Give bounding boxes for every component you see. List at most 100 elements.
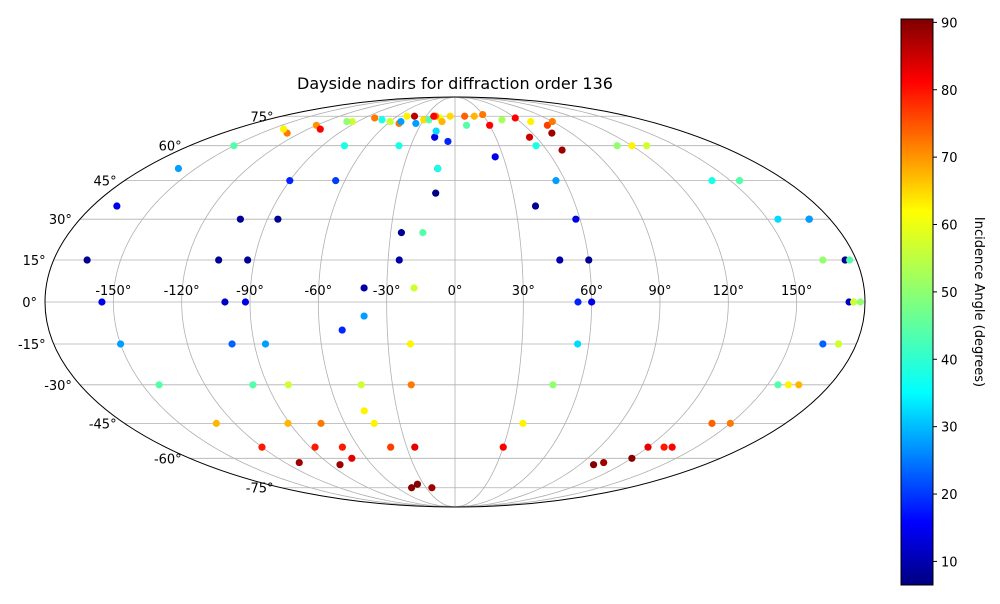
data-point: [532, 142, 540, 150]
data-point: [850, 298, 858, 306]
meridian-gridline: [386, 96, 456, 508]
data-point: [371, 114, 379, 122]
data-point: [574, 340, 582, 348]
data-point: [343, 117, 351, 126]
latitude-tick-label: -45°: [89, 417, 117, 432]
data-point: [348, 117, 356, 126]
data-point: [585, 256, 593, 264]
map-boundary: [44, 96, 866, 508]
data-point: [336, 461, 344, 469]
data-point: [360, 407, 368, 415]
data-point: [386, 117, 394, 126]
data-point: [784, 381, 792, 389]
data-point: [244, 256, 252, 264]
data-point: [819, 256, 827, 264]
data-point: [726, 419, 734, 427]
data-point: [548, 117, 556, 126]
data-point: [370, 419, 378, 427]
data-point: [212, 419, 220, 427]
latitude-tick-label: 75°: [250, 110, 273, 125]
data-point: [444, 137, 452, 146]
data-point: [406, 340, 415, 348]
meridian-gridline: [181, 96, 456, 508]
data-point: [419, 229, 427, 237]
data-point: [498, 116, 506, 124]
data-point: [284, 381, 292, 389]
data-point: [846, 256, 854, 264]
data-point: [589, 461, 598, 469]
data-point: [774, 215, 782, 223]
longitude-tick-labels: -150° -120° -90° -60° -30° 0° 30° 60° 90° 120° 150…: [95, 284, 812, 299]
latitude-tick-label: -30°: [44, 379, 72, 394]
data-point: [274, 215, 282, 223]
colorbar-label: Incidence Angle (degrees): [971, 217, 986, 387]
data-point: [643, 142, 651, 150]
longitude-tick-label: 30°: [512, 284, 535, 299]
data-point: [525, 133, 534, 141]
longitude-tick-label: 60°: [580, 284, 603, 299]
data-point: [856, 298, 865, 306]
data-point: [397, 229, 406, 237]
data-point: [395, 256, 403, 264]
meridian-gridline: [317, 96, 456, 508]
data-point: [316, 125, 324, 133]
latitude-tick-label: 30°: [49, 213, 72, 228]
data-point: [527, 117, 535, 126]
data-point: [462, 121, 471, 129]
data-point: [83, 256, 91, 264]
data-point: [249, 381, 257, 389]
data-point: [286, 177, 294, 185]
data-point: [413, 480, 422, 488]
latitude-tick-label: -60°: [154, 452, 182, 467]
graticule: [45, 96, 865, 508]
colorbar-ticks: 10 20 30 40 50 60 70 80 90: [933, 16, 958, 570]
data-point: [230, 142, 238, 150]
data-point: [548, 129, 556, 137]
data-point: [113, 202, 121, 210]
data-point: [552, 177, 560, 185]
data-point: [360, 284, 368, 292]
data-point: [774, 381, 782, 389]
data-point: [236, 215, 244, 223]
data-points: [83, 110, 865, 492]
data-point: [574, 298, 582, 306]
data-point: [155, 381, 163, 389]
data-point: [708, 177, 716, 185]
data-point: [340, 142, 349, 150]
colorbar: [900, 18, 934, 586]
data-point: [572, 215, 580, 223]
data-point: [420, 116, 428, 124]
data-point: [805, 215, 813, 223]
longitude-tick-label: 150°: [781, 284, 812, 299]
data-point: [543, 121, 552, 129]
data-point: [470, 112, 478, 120]
data-point: [221, 298, 229, 306]
data-point: [628, 142, 636, 150]
data-point: [499, 443, 507, 451]
data-point: [387, 443, 395, 451]
latitude-tick-label: 15°: [23, 254, 46, 269]
colorbar-tick-label: 30: [941, 421, 958, 436]
longitude-tick-label: -120°: [164, 284, 200, 299]
data-point: [511, 114, 519, 122]
data-point: [461, 112, 469, 120]
data-point: [397, 117, 405, 126]
data-point: [411, 443, 419, 451]
latitude-tick-label: 0°: [22, 296, 37, 311]
data-point: [479, 110, 487, 119]
data-point: [357, 381, 365, 389]
data-point: [174, 164, 183, 173]
data-point: [558, 146, 566, 154]
data-point: [834, 340, 843, 348]
longitude-tick-label: -30°: [373, 284, 401, 299]
data-point: [412, 119, 420, 128]
latitude-tick-label: -15°: [18, 338, 46, 353]
data-point: [668, 443, 676, 451]
colorbar-tick-label: 40: [941, 353, 958, 368]
colorbar-tick-label: 70: [941, 151, 958, 166]
colorbar-tick-label: 50: [941, 286, 958, 301]
longitude-tick-label: -60°: [304, 284, 332, 299]
data-point: [228, 340, 236, 348]
